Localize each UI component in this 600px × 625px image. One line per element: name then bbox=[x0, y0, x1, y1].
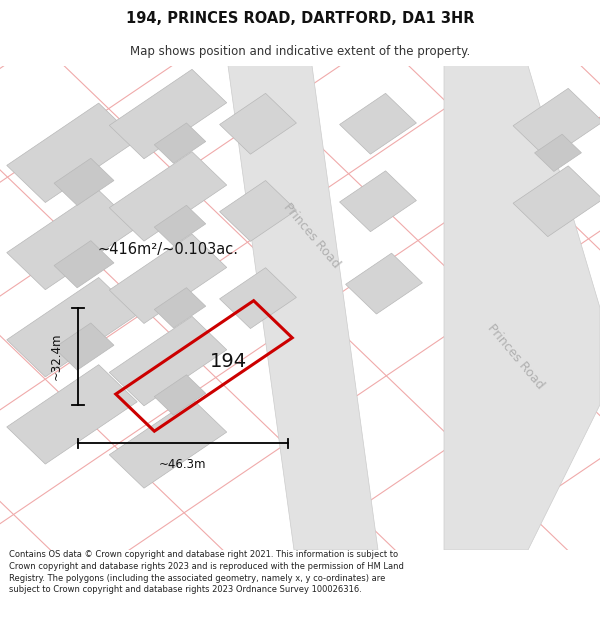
Polygon shape bbox=[340, 93, 416, 154]
Text: ~32.4m: ~32.4m bbox=[50, 332, 63, 380]
Polygon shape bbox=[154, 123, 206, 163]
Polygon shape bbox=[7, 278, 137, 377]
Polygon shape bbox=[109, 234, 227, 324]
Polygon shape bbox=[220, 93, 296, 154]
Polygon shape bbox=[54, 241, 114, 288]
Polygon shape bbox=[54, 323, 114, 370]
Text: Map shows position and indicative extent of the property.: Map shows position and indicative extent… bbox=[130, 45, 470, 58]
Polygon shape bbox=[220, 268, 296, 329]
Polygon shape bbox=[154, 205, 206, 246]
Text: Contains OS data © Crown copyright and database right 2021. This information is : Contains OS data © Crown copyright and d… bbox=[9, 550, 404, 594]
Text: Princes Road: Princes Road bbox=[281, 200, 343, 270]
Polygon shape bbox=[513, 88, 600, 159]
Polygon shape bbox=[228, 66, 378, 550]
Polygon shape bbox=[154, 288, 206, 328]
Text: 194, PRINCES ROAD, DARTFORD, DA1 3HR: 194, PRINCES ROAD, DARTFORD, DA1 3HR bbox=[126, 11, 474, 26]
Polygon shape bbox=[109, 399, 227, 488]
Polygon shape bbox=[154, 375, 206, 415]
Polygon shape bbox=[54, 158, 114, 206]
Polygon shape bbox=[109, 69, 227, 159]
Polygon shape bbox=[7, 364, 137, 464]
Polygon shape bbox=[535, 134, 581, 171]
Polygon shape bbox=[346, 253, 422, 314]
Polygon shape bbox=[7, 103, 137, 202]
Polygon shape bbox=[109, 316, 227, 406]
Polygon shape bbox=[7, 190, 137, 290]
Text: ~46.3m: ~46.3m bbox=[159, 458, 207, 471]
Polygon shape bbox=[109, 152, 227, 241]
Text: ~416m²/~0.103ac.: ~416m²/~0.103ac. bbox=[97, 242, 239, 258]
Polygon shape bbox=[444, 66, 600, 550]
Text: 194: 194 bbox=[209, 352, 247, 371]
Polygon shape bbox=[340, 171, 416, 232]
Polygon shape bbox=[220, 181, 296, 241]
Text: Princes Road: Princes Road bbox=[485, 321, 547, 391]
Polygon shape bbox=[513, 166, 600, 237]
